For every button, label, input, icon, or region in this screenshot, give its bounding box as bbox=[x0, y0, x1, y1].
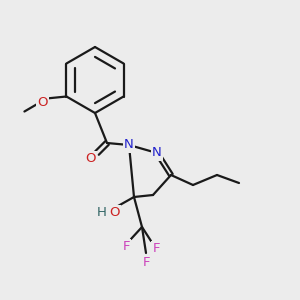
Text: F: F bbox=[152, 242, 160, 256]
Text: O: O bbox=[86, 152, 96, 166]
Text: O: O bbox=[37, 96, 48, 109]
Text: O: O bbox=[110, 206, 120, 220]
Text: N: N bbox=[124, 139, 134, 152]
Text: H: H bbox=[97, 206, 107, 220]
Text: F: F bbox=[142, 256, 150, 269]
Text: N: N bbox=[152, 146, 162, 160]
Text: F: F bbox=[122, 241, 130, 254]
